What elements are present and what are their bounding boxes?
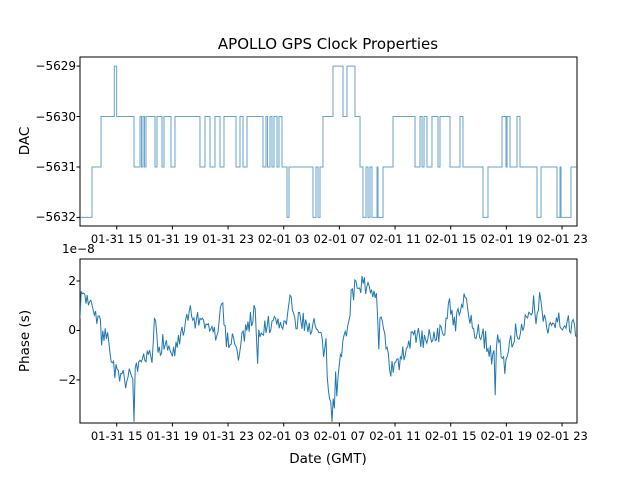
x-tick-label: 01-31 15 <box>90 232 143 246</box>
x-tick-label: 02-01 07 <box>313 429 366 443</box>
dac-y-tick-label: −5632 <box>35 210 76 225</box>
x-tick-label: 01-31 23 <box>202 429 254 443</box>
x-tick-label: 02-01 03 <box>257 429 310 443</box>
x-tick-label: 01-31 19 <box>146 232 199 246</box>
dac-y-tick-label: −5629 <box>35 59 76 74</box>
phase-y-tick-label: 0 <box>68 323 76 338</box>
x-axis-label: Date (GMT) <box>289 451 367 467</box>
x-tick-label: 02-01 15 <box>424 232 477 246</box>
dac-y-tick-label: −5630 <box>35 109 76 124</box>
x-tick-label: 01-31 19 <box>146 429 199 443</box>
y-axis-offset-text: 1e−8 <box>62 242 95 256</box>
x-tick-label: 01-31 15 <box>90 429 143 443</box>
x-tick-label: 02-01 07 <box>313 232 366 246</box>
phase-y-tick-label: 2 <box>68 274 76 288</box>
x-tick-label: 02-01 11 <box>369 232 421 246</box>
x-tick-label: 01-31 23 <box>202 232 254 246</box>
dac-y-tick-label: −5631 <box>35 159 76 174</box>
x-tick-label: 02-01 03 <box>257 232 310 246</box>
phase-axes-frame <box>79 258 578 424</box>
x-tick-label: 02-01 15 <box>424 429 477 443</box>
dac-axes-frame <box>79 56 578 227</box>
x-tick-label: 02-01 19 <box>480 429 533 443</box>
phase-noise-line <box>80 275 577 422</box>
x-tick-label: 02-01 19 <box>480 232 533 246</box>
phase-y-tick-label: −2 <box>58 372 76 387</box>
dac-step-line <box>80 65 577 218</box>
x-tick-label: 02-01 23 <box>536 429 588 443</box>
x-tick-label: 02-01 11 <box>369 429 421 443</box>
chart-title: APOLLO GPS Clock Properties <box>217 35 439 53</box>
x-tick-label: 02-01 23 <box>536 232 588 246</box>
